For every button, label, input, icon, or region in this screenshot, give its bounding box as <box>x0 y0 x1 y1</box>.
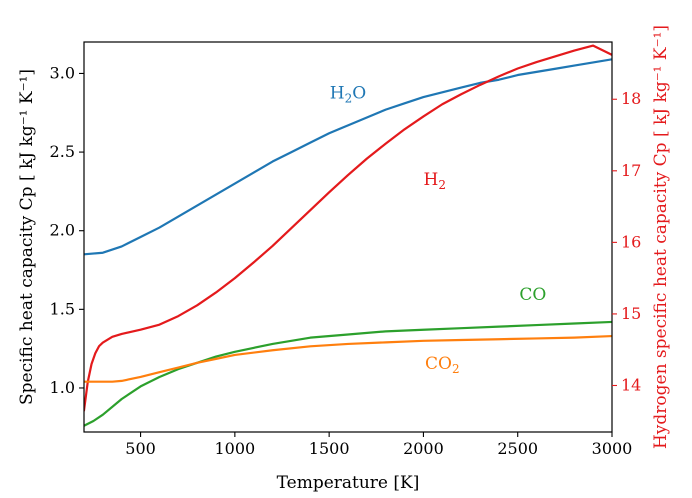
series-label-co: CO <box>519 285 546 305</box>
ticks-layer: 500 1000 1500 2000 2500 3000 1.0 1.5 2.0 2.5 3.0 14… <box>50 63 642 458</box>
x-tick-label: 2500 <box>497 439 538 458</box>
y-tick-label-right: 15 <box>621 304 641 323</box>
x-axis-label: Temperature [K] <box>277 473 420 493</box>
series-label-h2o: H2O <box>330 84 366 106</box>
y-tick-label-right: 14 <box>621 375 641 394</box>
x-tick-label: 1500 <box>309 439 350 458</box>
series-line-co2 <box>84 334 612 383</box>
y-tick-label-left: 2.5 <box>50 142 75 161</box>
y-tick-label-right: 16 <box>621 232 641 251</box>
plot-frame <box>83 41 613 433</box>
series-line-h2o <box>84 58 612 256</box>
y-tick-label-left: 3.0 <box>50 63 75 82</box>
series-line-h2 <box>84 44 612 412</box>
series-label-h2: H2 <box>424 170 446 192</box>
y-axis-label-right: Hydrogen specific heat capacity Cp [ kJ … <box>651 25 671 449</box>
y-tick-label-left: 1.5 <box>50 299 75 318</box>
series-line-co <box>84 320 612 427</box>
series-layer <box>84 44 612 427</box>
x-tick-label: 500 <box>125 439 156 458</box>
x-tick-label: 3000 <box>592 439 633 458</box>
labels-layer: Temperature [K] Specific heat capacity C… <box>17 25 671 493</box>
y-tick-label-left: 2.0 <box>50 221 75 240</box>
series-label-co2: CO2 <box>425 354 460 376</box>
y-tick-label-left: 1.0 <box>50 378 75 397</box>
y-tick-label-right: 17 <box>621 161 641 180</box>
x-tick-label: 1000 <box>214 439 255 458</box>
y-axis-label-left: Specific heat capacity Cp [ kJ kg⁻¹ K⁻¹] <box>17 69 37 405</box>
x-tick-label: 2000 <box>403 439 444 458</box>
y-tick-label-right: 18 <box>621 89 641 108</box>
